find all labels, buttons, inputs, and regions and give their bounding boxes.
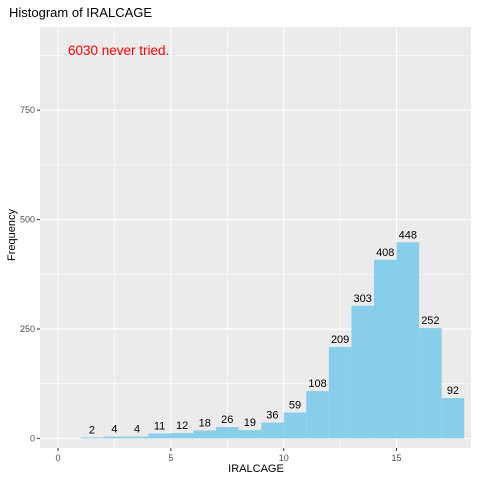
histogram-bar xyxy=(80,437,104,439)
x-tick-label: 5 xyxy=(168,453,173,463)
bars xyxy=(80,242,465,439)
histogram-bar xyxy=(238,430,262,439)
y-tick-label: 0 xyxy=(30,433,35,443)
histogram-bar xyxy=(328,346,352,439)
bar-count-label: 252 xyxy=(421,315,439,327)
bar-count-label: 4 xyxy=(134,424,140,436)
x-axis: 0 5 10 15 xyxy=(56,448,402,463)
bar-count-label: 11 xyxy=(154,421,165,433)
bar-count-label: 2 xyxy=(89,424,95,436)
histogram-bar xyxy=(396,242,420,439)
x-tick-label: 15 xyxy=(392,453,402,463)
y-tick-label: 250 xyxy=(20,324,35,334)
histogram-bar xyxy=(148,433,171,439)
bar-count-label: 408 xyxy=(376,247,394,259)
bar-count-label: 18 xyxy=(199,417,211,429)
histogram-bar xyxy=(125,436,149,439)
x-tick-label: 0 xyxy=(56,453,61,463)
bar-count-label: 209 xyxy=(331,334,349,346)
histogram-bar xyxy=(351,305,374,439)
y-tick-label: 750 xyxy=(20,105,35,115)
histogram-bar xyxy=(103,436,126,439)
bar-count-label: 448 xyxy=(399,229,417,241)
histogram-bar xyxy=(373,259,397,439)
bar-count-label: 12 xyxy=(176,420,188,432)
histogram-bar xyxy=(283,412,307,439)
y-axis: 0 250 500 750 xyxy=(20,105,40,443)
histogram-bar xyxy=(261,422,284,439)
y-axis-label: Frequency xyxy=(6,209,18,261)
chart-title: Histogram of IRALCAGE xyxy=(9,5,152,20)
bar-count-label: 26 xyxy=(221,414,233,426)
bar-count-label: 4 xyxy=(111,424,117,436)
histogram-bar xyxy=(441,398,465,439)
histogram-bar xyxy=(419,328,442,439)
bar-count-label: 108 xyxy=(308,378,326,390)
bar-labels: 2 4 4 11 12 18 26 19 36 59 108 209 303 408 448 252 92 xyxy=(89,229,459,436)
annotation-never-tried: 6030 never tried. xyxy=(68,43,169,58)
histogram-bar xyxy=(216,426,239,439)
histogram-bar xyxy=(193,430,217,439)
y-tick-label: 500 xyxy=(20,215,35,225)
x-tick-label: 10 xyxy=(279,453,289,463)
histogram-bar xyxy=(170,433,194,439)
bar-count-label: 303 xyxy=(354,293,372,305)
histogram-bar xyxy=(306,391,329,439)
bar-count-label: 59 xyxy=(289,400,301,412)
x-axis-label: IRALCAGE xyxy=(228,463,284,475)
bar-count-label: 19 xyxy=(244,417,256,429)
bar-count-label: 92 xyxy=(447,385,459,397)
bar-count-label: 36 xyxy=(266,410,278,422)
